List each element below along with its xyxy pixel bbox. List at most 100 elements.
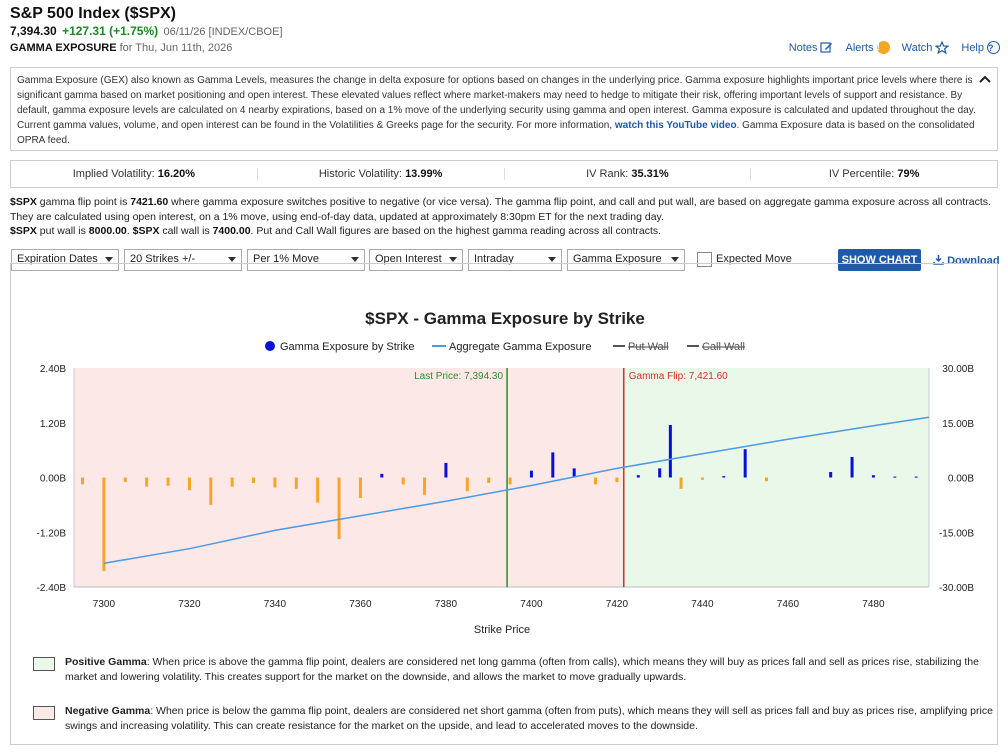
gamma-bar[interactable] bbox=[209, 477, 213, 505]
y-right-tick-label: -15.00B bbox=[939, 528, 974, 539]
gamma-bar[interactable] bbox=[380, 473, 384, 478]
gamma-bar[interactable] bbox=[765, 477, 769, 482]
gamma-bar[interactable] bbox=[337, 477, 341, 540]
gamma-bar[interactable] bbox=[273, 477, 277, 488]
gamma-bar[interactable] bbox=[551, 452, 555, 478]
gamma-bar[interactable] bbox=[465, 477, 469, 492]
gamma-bar[interactable] bbox=[358, 477, 362, 499]
gamma-bar[interactable] bbox=[401, 477, 405, 485]
gamma-bar[interactable] bbox=[829, 472, 833, 478]
plot-area: 2.40B 1.20B 0.00B -1.20B -2.40B 30.00B 15.00B 0… bbox=[37, 364, 975, 610]
gamma-bar[interactable] bbox=[743, 449, 747, 478]
x-tick-label: 7460 bbox=[777, 599, 800, 610]
description-text-after: . Gamma Exposure data is based on the co… bbox=[17, 120, 975, 146]
top-links: Notes Alerts ! Watch Help ? bbox=[789, 41, 1000, 54]
gamma-flip-label: Gamma Flip: 7,421.60 bbox=[629, 371, 728, 382]
gamma-bar[interactable] bbox=[615, 477, 619, 483]
y-left-tick-label: -1.20B bbox=[37, 528, 67, 539]
x-tick-label: 7300 bbox=[93, 599, 116, 610]
gamma-bar[interactable] bbox=[187, 477, 191, 491]
svg-text:Call Wall: Call Wall bbox=[702, 341, 745, 353]
gamma-bar[interactable] bbox=[81, 477, 85, 485]
last-price: 7,394.30 bbox=[10, 24, 57, 38]
legend-aggregate-gamma[interactable]: Aggregate Gamma Exposure bbox=[432, 341, 591, 353]
x-tick-label: 7320 bbox=[178, 599, 201, 610]
x-tick-label: 7340 bbox=[264, 599, 287, 610]
gamma-bar[interactable] bbox=[529, 470, 533, 478]
gamma-bar[interactable] bbox=[316, 477, 320, 503]
gamma-bar[interactable] bbox=[668, 425, 672, 478]
metric-select[interactable]: Gamma Exposure bbox=[567, 249, 685, 271]
gamma-bar[interactable] bbox=[572, 468, 576, 478]
description-text: Gamma Exposure (GEX) also known as Gamma… bbox=[17, 75, 976, 131]
y-right-tick-label: 15.00B bbox=[942, 419, 974, 430]
youtube-link[interactable]: watch this YouTube video bbox=[614, 120, 737, 131]
gamma-bar[interactable] bbox=[893, 476, 897, 478]
gamma-bar[interactable] bbox=[658, 468, 662, 478]
volatility-stats: Implied Volatility: 16.20% Historic Vola… bbox=[10, 160, 998, 188]
strikes-select[interactable]: 20 Strikes +/- bbox=[124, 249, 242, 271]
gamma-bar[interactable] bbox=[594, 477, 598, 485]
expiration-dates-select[interactable]: Expiration Dates bbox=[11, 249, 119, 271]
help-link[interactable]: Help ? bbox=[961, 41, 1000, 54]
chart-controls: Expiration Dates 20 Strikes +/- Per 1% M… bbox=[0, 249, 1008, 271]
price-change: +127.31 (+1.75%) bbox=[62, 24, 159, 38]
measure-select[interactable]: Open Interest bbox=[369, 249, 463, 271]
positive-gamma-zone bbox=[623, 368, 929, 587]
caret-down-icon bbox=[548, 257, 556, 262]
gamma-bar[interactable] bbox=[123, 477, 127, 483]
svg-text:Put Wall: Put Wall bbox=[628, 341, 669, 353]
edit-icon bbox=[820, 42, 833, 53]
negative-gamma-swatch bbox=[33, 706, 55, 720]
gamma-bar[interactable] bbox=[679, 477, 683, 489]
gamma-flip-summary: $SPX gamma flip point is 7421.60 where g… bbox=[10, 195, 1000, 239]
y-left-tick-label: 0.00B bbox=[40, 474, 66, 485]
gex-description: Gamma Exposure (GEX) also known as Gamma… bbox=[10, 67, 998, 151]
gamma-bar[interactable] bbox=[102, 477, 106, 572]
svg-text:Aggregate Gamma Exposure: Aggregate Gamma Exposure bbox=[449, 341, 591, 353]
gex-subtitle: GAMMA EXPOSURE for Thu, Jun 11th, 2026 bbox=[10, 42, 232, 54]
gamma-bar[interactable] bbox=[871, 475, 875, 478]
alert-icon: ! bbox=[876, 41, 890, 54]
legend-call-wall[interactable]: Call Wall bbox=[687, 341, 745, 353]
gamma-bar[interactable] bbox=[722, 476, 726, 478]
x-tick-label: 7380 bbox=[435, 599, 458, 610]
x-tick-label: 7360 bbox=[349, 599, 372, 610]
notes-label: Notes bbox=[788, 41, 818, 54]
legend-gamma-by-strike[interactable]: Gamma Exposure by Strike bbox=[265, 341, 415, 353]
timeframe-select[interactable]: Intraday bbox=[468, 249, 562, 271]
alerts-label: Alerts bbox=[845, 41, 874, 54]
legend-put-wall[interactable]: Put Wall bbox=[613, 341, 669, 353]
negative-gamma-note: Negative Gamma: When price is below the … bbox=[33, 704, 1003, 734]
x-tick-label: 7440 bbox=[691, 599, 714, 610]
alerts-link[interactable]: Alerts ! bbox=[845, 41, 890, 54]
gamma-bar[interactable] bbox=[636, 475, 640, 478]
y-right-tick-label: 30.00B bbox=[942, 364, 974, 375]
walls-paragraph: $SPX put wall is 8000.00. $SPX call wall… bbox=[10, 225, 662, 237]
gamma-bar[interactable] bbox=[487, 477, 491, 483]
gamma-bar[interactable] bbox=[166, 477, 170, 486]
gex-date: for Thu, Jun 11th, 2026 bbox=[119, 42, 233, 54]
gamma-bar[interactable] bbox=[145, 477, 149, 487]
gamma-bar[interactable] bbox=[294, 477, 298, 489]
gamma-bar[interactable] bbox=[700, 477, 704, 480]
move-select[interactable]: Per 1% Move bbox=[247, 249, 365, 271]
collapse-chevron-icon[interactable] bbox=[979, 72, 991, 87]
notes-link[interactable]: Notes bbox=[789, 41, 834, 54]
gamma-bar[interactable] bbox=[850, 456, 854, 478]
price-row: 7,394.30 +127.31 (+1.75%) 06/11/26 [INDE… bbox=[10, 24, 283, 38]
gamma-bar[interactable] bbox=[444, 462, 448, 478]
stat-iv-rank: IV Rank: 35.31% bbox=[505, 168, 752, 180]
aggregate-gamma-line bbox=[103, 416, 930, 565]
gamma-bar[interactable] bbox=[508, 477, 512, 485]
gamma-bar[interactable] bbox=[230, 477, 234, 487]
gamma-bar[interactable] bbox=[423, 477, 427, 495]
star-icon bbox=[935, 41, 950, 54]
gamma-bar[interactable] bbox=[914, 476, 918, 478]
svg-text:Gamma Exposure by Strike: Gamma Exposure by Strike bbox=[280, 341, 415, 353]
gamma-bar[interactable] bbox=[252, 477, 256, 483]
x-tick-label: 7480 bbox=[862, 599, 885, 610]
caret-down-icon bbox=[105, 257, 113, 262]
watch-link[interactable]: Watch bbox=[902, 41, 950, 54]
stat-implied-volatility: Implied Volatility: 16.20% bbox=[11, 168, 258, 180]
